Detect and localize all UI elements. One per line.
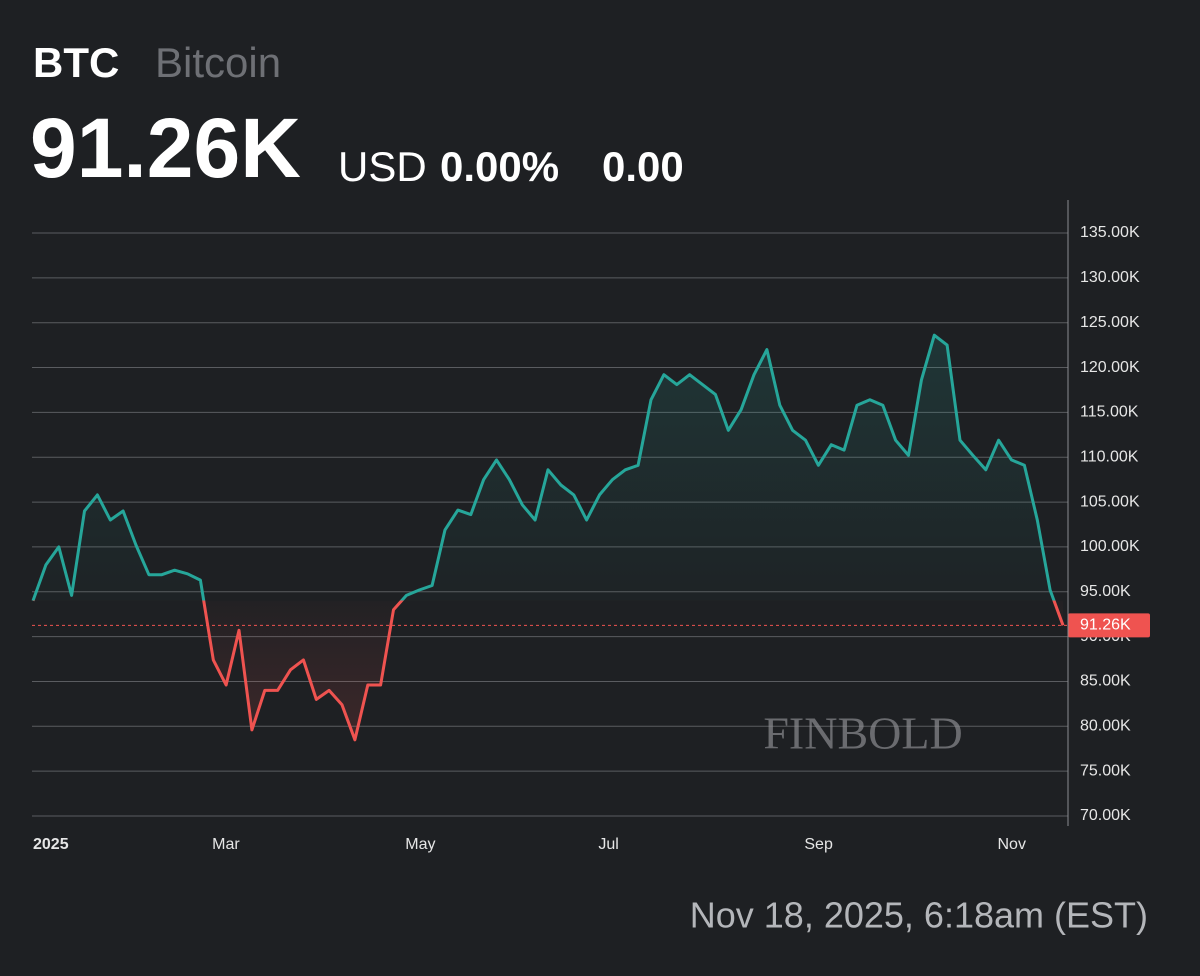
y-tick-label: 105.00K [1080, 493, 1140, 510]
x-tick-label: 2025 [33, 836, 69, 853]
price-line [31, 333, 1065, 742]
y-tick-label: 125.00K [1080, 314, 1140, 331]
area [33, 335, 1063, 740]
last-price-tag [1068, 613, 1150, 638]
symbol: BTC [33, 39, 119, 86]
last-price-label: 91.26K [1080, 617, 1131, 634]
y-tick-label: 95.00K [1080, 583, 1131, 600]
y-tick-label: 120.00K [1080, 359, 1140, 376]
currency: USD [338, 143, 427, 190]
asset-name: Bitcoin [155, 39, 281, 86]
y-tick-label: 135.00K [1080, 224, 1140, 241]
y-tick-label: 110.00K [1080, 448, 1139, 465]
x-tick-label: Nov [998, 836, 1026, 853]
y-tick-label: 75.00K [1080, 762, 1131, 779]
y-tick-label: 85.00K [1080, 673, 1131, 690]
y-tick-label: 100.00K [1080, 538, 1140, 555]
x-tick-label: Sep [804, 836, 833, 853]
x-tick-label: Jul [598, 836, 618, 853]
timestamp: Nov 18, 2025, 6:18am (EST) [690, 895, 1148, 936]
y-tick-label: 80.00K [1080, 718, 1131, 735]
y-tick-label: 115.00K [1080, 404, 1139, 421]
y-tick-label: 130.00K [1080, 269, 1140, 286]
change-percent: 0.00% [440, 143, 559, 190]
x-tick-label: May [405, 836, 435, 853]
y-tick-label: 70.00K [1080, 807, 1131, 824]
x-tick-label: Mar [212, 836, 240, 853]
change: 0.00 [602, 143, 684, 190]
watermark: FINBOLD [763, 708, 962, 759]
price: 91.26K [30, 101, 301, 195]
